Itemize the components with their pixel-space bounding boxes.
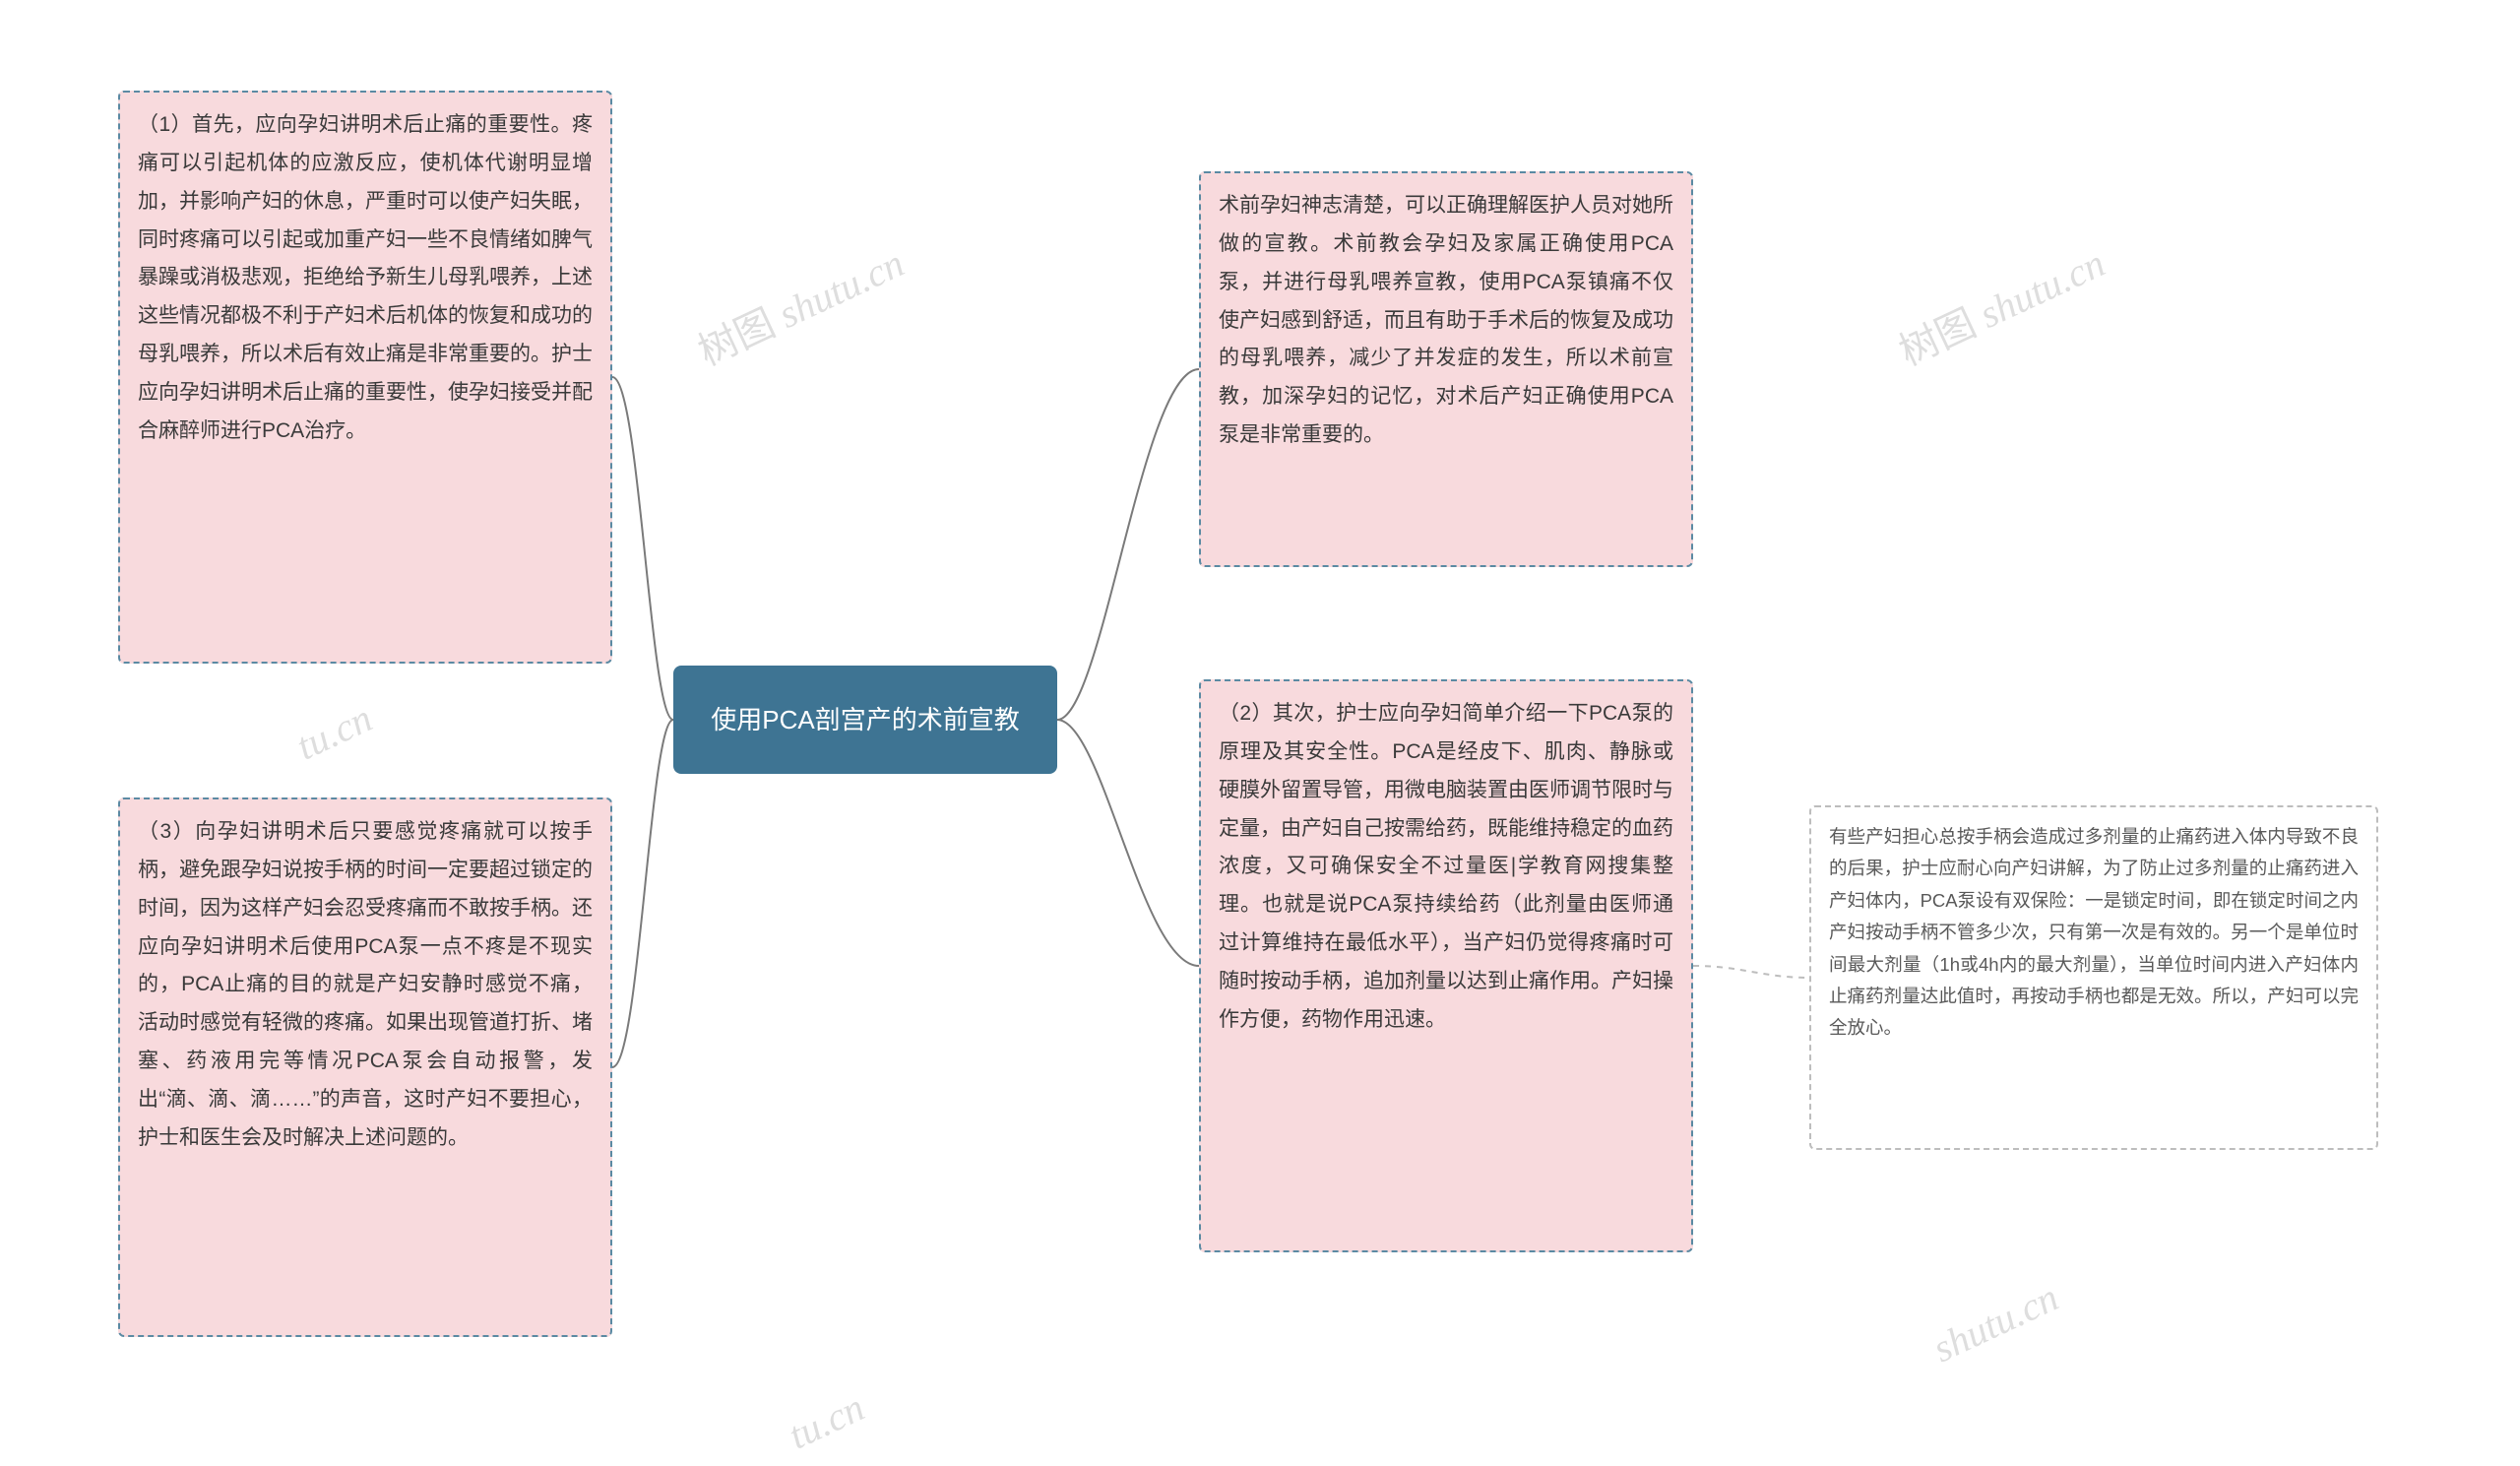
watermark: 树图 shutu.cn <box>687 231 912 376</box>
connector-right1 <box>1057 369 1199 720</box>
watermark-cn: 树图 <box>1892 296 1991 374</box>
watermark-en: tu.cn <box>782 1384 871 1457</box>
node-right-1[interactable]: 术前孕妇神志清楚，可以正确理解医护人员对她所做的宣教。术前教会孕妇及家属正确使用… <box>1199 171 1693 567</box>
watermark-en: shutu.cn <box>772 240 911 337</box>
node-right-2-text: （2）其次，护士应向孕妇简单介绍一下PCA泵的原理及其安全性。PCA是经皮下、肌… <box>1219 702 1673 1031</box>
node-detail-text: 有些产妇担心总按手柄会造成过多剂量的止痛药进入体内导致不良的后果，护士应耐心向产… <box>1829 826 2359 1038</box>
watermark: 树图 shutu.cn <box>1888 231 2112 376</box>
center-node-text: 使用PCA剖宫产的术前宣教 <box>711 696 1019 743</box>
watermark-en: tu.cn <box>289 695 379 768</box>
connector-detail <box>1693 966 1809 978</box>
node-left-1[interactable]: （1）首先，应向孕妇讲明术后止痛的重要性。疼痛可以引起机体的应激反应，使机体代谢… <box>118 91 612 664</box>
watermark-en: shutu.cn <box>1973 240 2111 337</box>
watermark: tu.cn <box>782 1384 871 1459</box>
node-left-2-text: （3）向孕妇讲明术后只要感觉疼痛就可以按手柄，避免跟孕妇说按手柄的时间一定要超过… <box>138 820 593 1149</box>
node-right-1-text: 术前孕妇神志清楚，可以正确理解医护人员对她所做的宣教。术前教会孕妇及家属正确使用… <box>1219 194 1673 446</box>
node-right-2[interactable]: （2）其次，护士应向孕妇简单介绍一下PCA泵的原理及其安全性。PCA是经皮下、肌… <box>1199 679 1693 1252</box>
watermark-cn: 树图 <box>691 296 790 374</box>
watermark: shutu.cn <box>1925 1274 2065 1371</box>
node-left-1-text: （1）首先，应向孕妇讲明术后止痛的重要性。疼痛可以引起机体的应激反应，使机体代谢… <box>138 113 593 442</box>
connector-left2 <box>612 720 673 1067</box>
center-node[interactable]: 使用PCA剖宫产的术前宣教 <box>673 666 1057 774</box>
watermark-en: shutu.cn <box>1926 1275 2065 1371</box>
watermark: tu.cn <box>289 695 379 770</box>
node-detail[interactable]: 有些产妇担心总按手柄会造成过多剂量的止痛药进入体内导致不良的后果，护士应耐心向产… <box>1809 805 2378 1150</box>
node-left-2[interactable]: （3）向孕妇讲明术后只要感觉疼痛就可以按手柄，避免跟孕妇说按手柄的时间一定要超过… <box>118 797 612 1337</box>
connector-right2 <box>1057 720 1199 966</box>
connector-left1 <box>612 377 673 720</box>
